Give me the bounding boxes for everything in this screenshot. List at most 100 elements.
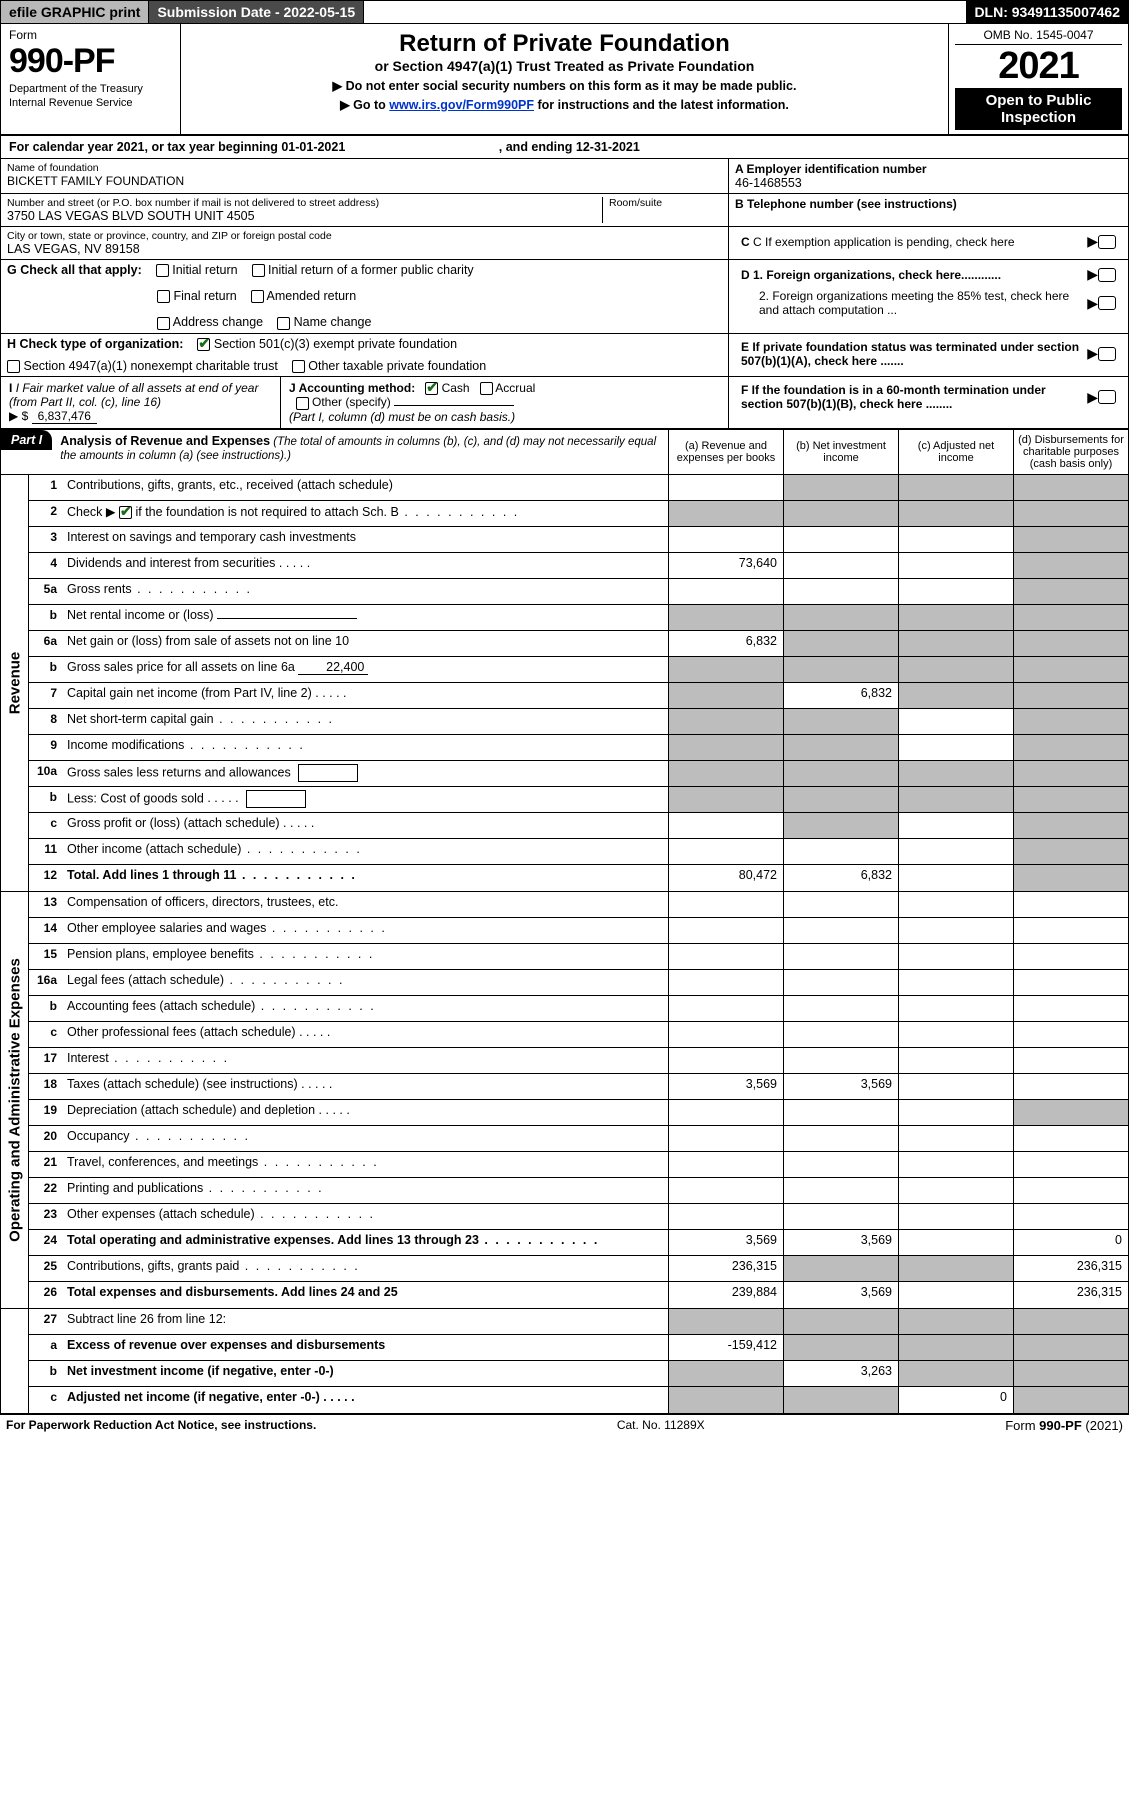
g-opt-3: Initial return of a former public charit… xyxy=(268,263,474,277)
header-right: OMB No. 1545-0047 2021 Open to Public In… xyxy=(948,24,1128,134)
info-row-2: Number and street (or P.O. box number if… xyxy=(0,194,1129,227)
arrow-icon: ▶ xyxy=(1087,266,1098,283)
f-block: F If the foundation is in a 60-month ter… xyxy=(728,377,1128,428)
line-23: Other expenses (attach schedule) xyxy=(63,1204,668,1229)
h-opt-1: Section 501(c)(3) exempt private foundat… xyxy=(214,337,457,351)
i-label: I Fair market value of all assets at end… xyxy=(9,381,258,409)
part1-badge: Part I xyxy=(1,430,52,450)
checkbox-501c3[interactable] xyxy=(197,338,210,351)
checkbox-initial-return[interactable] xyxy=(156,264,169,277)
line-3: Interest on savings and temporary cash i… xyxy=(63,527,668,552)
arrow-icon: ▶ xyxy=(1087,389,1098,406)
l16b-text: Accounting fees (attach schedule) xyxy=(67,999,255,1013)
l12-text: Total. Add lines 1 through 11 xyxy=(67,868,236,882)
line-14: Other employee salaries and wages xyxy=(63,918,668,943)
l10a-text: Gross sales less returns and allowances xyxy=(67,765,291,779)
l10b-box[interactable] xyxy=(246,790,306,808)
line27-grid: 27Subtract line 26 from line 12: aExcess… xyxy=(0,1309,1129,1414)
j-accrual: Accrual xyxy=(495,381,535,395)
checkbox-4947[interactable] xyxy=(7,360,20,373)
l10a-box[interactable] xyxy=(298,764,358,782)
line-15: Pension plans, employee benefits xyxy=(63,944,668,969)
line-12: Total. Add lines 1 through 11 xyxy=(63,865,668,891)
line-22: Printing and publications xyxy=(63,1178,668,1203)
h-label: H Check type of organization: xyxy=(7,337,183,351)
submission-date: Submission Date - 2022-05-15 xyxy=(149,1,364,23)
line-5b: Net rental income or (loss) xyxy=(63,605,668,630)
l24-text: Total operating and administrative expen… xyxy=(67,1233,479,1247)
g-opt-0: Initial return xyxy=(172,263,237,277)
checkbox-address-change[interactable] xyxy=(157,317,170,330)
h-section: H Check type of organization: Section 50… xyxy=(1,334,728,376)
link-form990pf[interactable]: www.irs.gov/Form990PF xyxy=(389,98,534,112)
val-12b: 6,832 xyxy=(783,865,898,891)
form-header: Form 990-PF Department of the Treasury I… xyxy=(0,24,1129,134)
phone-label: B Telephone number (see instructions) xyxy=(735,197,1122,211)
col-d-head: (d) Disbursements for charitable purpose… xyxy=(1013,430,1128,474)
dln-label: DLN: 93491135007462 xyxy=(966,1,1128,23)
val-25d: 236,315 xyxy=(1013,1256,1128,1281)
header-left: Form 990-PF Department of the Treasury I… xyxy=(1,24,181,134)
col-b-head: (b) Net investment income xyxy=(783,430,898,474)
checkbox-other-method[interactable] xyxy=(296,397,309,410)
l10b-text: Less: Cost of goods sold xyxy=(67,791,204,805)
val-27a: -159,412 xyxy=(668,1335,783,1360)
line-16c: Other professional fees (attach schedule… xyxy=(63,1022,668,1047)
checkbox-final-return[interactable] xyxy=(157,290,170,303)
val-18a: 3,569 xyxy=(668,1074,783,1099)
l5a-text: Gross rents xyxy=(67,582,132,596)
g-label: G Check all that apply: xyxy=(7,263,142,277)
checkbox-f[interactable] xyxy=(1098,390,1116,404)
arrow-icon: ▶ xyxy=(1087,295,1098,312)
side-expenses-text: Operating and Administrative Expenses xyxy=(6,958,23,1242)
l5b-fill[interactable] xyxy=(217,618,357,619)
j-label: J Accounting method: xyxy=(289,381,415,395)
l6b-pre: Gross sales price for all assets on line… xyxy=(67,660,295,674)
info-row-3: City or town, state or province, country… xyxy=(0,227,1129,260)
val-24a: 3,569 xyxy=(668,1230,783,1255)
cal-end: 12-31-2021 xyxy=(576,140,640,154)
dept-irs: Internal Revenue Service xyxy=(9,97,172,109)
checkbox-e[interactable] xyxy=(1098,347,1116,361)
city-label: City or town, state or province, country… xyxy=(7,230,722,242)
checkbox-amended[interactable] xyxy=(251,290,264,303)
page-footer: For Paperwork Reduction Act Notice, see … xyxy=(0,1414,1129,1436)
note-goto-pre: ▶ Go to xyxy=(340,98,389,112)
checkbox-d1[interactable] xyxy=(1098,268,1116,282)
checkbox-sch-b[interactable] xyxy=(119,506,132,519)
form-number: 990-PF xyxy=(9,42,172,81)
checkbox-name-change[interactable] xyxy=(277,317,290,330)
checkbox-d2[interactable] xyxy=(1098,296,1116,310)
ein-block: A Employer identification number 46-1468… xyxy=(728,159,1128,193)
checkbox-former-public[interactable] xyxy=(252,264,265,277)
line-13: Compensation of officers, directors, tru… xyxy=(63,892,668,917)
j-other: Other (specify) xyxy=(312,395,391,409)
l17-text: Interest xyxy=(67,1051,109,1065)
checkbox-c[interactable] xyxy=(1098,235,1116,249)
l20-text: Occupancy xyxy=(67,1129,130,1143)
val-27c: 0 xyxy=(898,1387,1013,1413)
line-27c: Adjusted net income (if negative, enter … xyxy=(63,1387,668,1413)
foundation-name: BICKETT FAMILY FOUNDATION xyxy=(7,174,722,188)
val-4a: 73,640 xyxy=(668,553,783,578)
d-block: D 1. Foreign organizations, check here..… xyxy=(728,260,1128,333)
j-cash: Cash xyxy=(442,381,470,395)
l16c-text: Other professional fees (attach schedule… xyxy=(67,1025,296,1039)
val-24b: 3,569 xyxy=(783,1230,898,1255)
line-18: Taxes (attach schedule) (see instruction… xyxy=(63,1074,668,1099)
checkbox-other-taxable[interactable] xyxy=(292,360,305,373)
checkbox-cash[interactable] xyxy=(425,382,438,395)
part1-desc: Analysis of Revenue and Expenses (The to… xyxy=(52,430,668,474)
other-specify-line[interactable] xyxy=(394,405,514,406)
d1-label: D 1. Foreign organizations, check here..… xyxy=(741,268,1001,282)
revenue-grid: Revenue 1Contributions, gifts, grants, e… xyxy=(0,475,1129,892)
line-1: Contributions, gifts, grants, etc., rece… xyxy=(63,475,668,500)
header-center: Return of Private Foundation or Section … xyxy=(181,24,948,134)
l25-text: Contributions, gifts, grants paid xyxy=(67,1259,239,1273)
line-16b: Accounting fees (attach schedule) xyxy=(63,996,668,1021)
efile-label[interactable]: efile GRAPHIC print xyxy=(1,1,149,23)
line-11: Other income (attach schedule) xyxy=(63,839,668,864)
i-value: 6,837,476 xyxy=(32,409,97,424)
checkbox-accrual[interactable] xyxy=(480,382,493,395)
info-row-1: Name of foundation BICKETT FAMILY FOUNDA… xyxy=(0,159,1129,194)
